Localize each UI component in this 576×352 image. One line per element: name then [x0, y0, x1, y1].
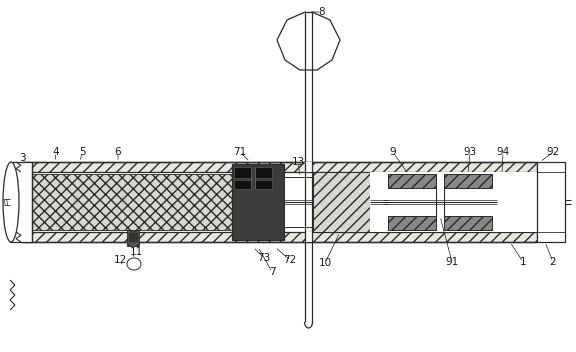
Bar [127, 230, 139, 246]
Bar [305, 162, 312, 172]
Text: 10: 10 [319, 258, 332, 268]
Text: 11: 11 [130, 247, 143, 257]
Bar [284, 177, 313, 227]
Bar [370, 172, 537, 232]
Text: 9: 9 [390, 147, 396, 157]
Text: 92: 92 [547, 147, 560, 157]
Text: 91: 91 [445, 257, 458, 267]
Ellipse shape [3, 162, 19, 242]
Bar [537, 162, 565, 242]
Text: 72: 72 [283, 255, 297, 265]
Bar [32, 174, 233, 230]
Bar [10, 162, 32, 242]
Text: 94: 94 [497, 147, 510, 157]
Bar [255, 180, 272, 189]
Text: 2: 2 [550, 257, 556, 267]
Text: 7: 7 [268, 267, 275, 277]
Bar [388, 216, 436, 230]
Bar [313, 172, 370, 232]
Text: 1: 1 [520, 257, 526, 267]
Bar [234, 167, 251, 178]
Ellipse shape [127, 258, 141, 270]
Text: 3: 3 [18, 153, 25, 163]
Text: 4: 4 [52, 147, 59, 157]
Bar [444, 216, 492, 230]
Text: 73: 73 [257, 253, 271, 263]
Text: 12: 12 [113, 255, 127, 265]
Bar [388, 174, 436, 188]
Text: 6: 6 [115, 147, 122, 157]
Text: 5: 5 [79, 147, 85, 157]
Bar [444, 174, 492, 188]
Bar [255, 167, 272, 178]
Text: 71: 71 [233, 147, 247, 157]
Bar [232, 164, 284, 240]
Bar [305, 232, 312, 242]
Bar [22, 232, 537, 242]
Bar [22, 162, 537, 172]
Bar [234, 180, 251, 189]
Text: 8: 8 [319, 7, 325, 17]
Text: 93: 93 [463, 147, 476, 157]
Bar [128, 232, 138, 242]
Text: 13: 13 [291, 157, 305, 167]
